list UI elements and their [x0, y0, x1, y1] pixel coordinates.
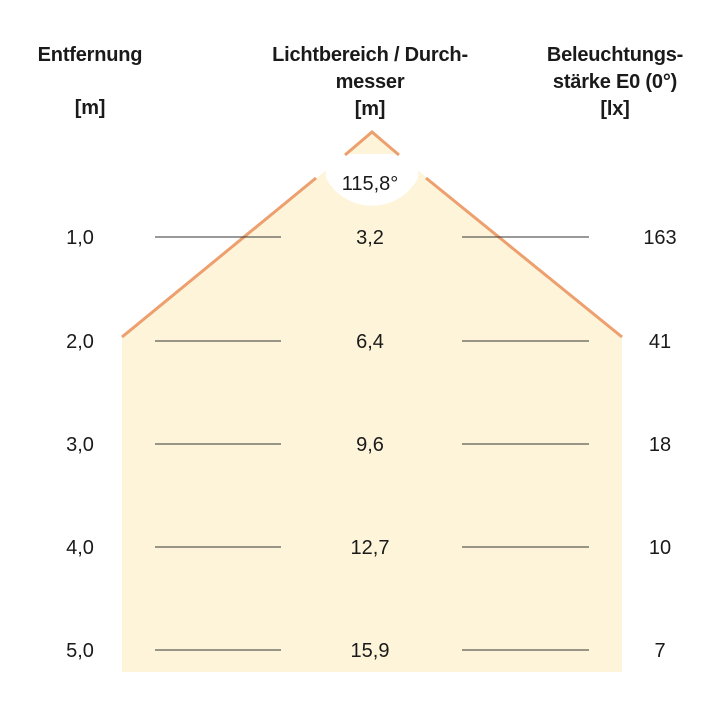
illuminance-header-title-cont: stärke E0 (0°) [552, 71, 678, 93]
beam-edge-left [121, 176, 317, 339]
diameter-header-title-cont: messer [335, 71, 405, 93]
row-3-distance: 3,0 [66, 434, 94, 456]
row-3-diameter: 9,6 [356, 434, 384, 456]
illuminance-header-unit: [lx] [600, 98, 630, 120]
beam-apex [344, 130, 400, 157]
diameter-header: Lichtbereich / Durch- messer [m] [240, 42, 500, 123]
diameter-header-unit: [m] [354, 98, 386, 120]
row-1-diameter: 3,2 [356, 227, 384, 249]
distance-header-title: Entfernung [37, 44, 143, 66]
row-4-illuminance: 10 [648, 537, 672, 559]
beam-edge-right [425, 176, 623, 339]
diameter-header-title: Lichtbereich / Durch- [272, 44, 468, 66]
row-2-distance: 2,0 [66, 331, 94, 353]
row-2-illuminance: 41 [648, 331, 672, 353]
row-5-distance: 5,0 [66, 640, 94, 662]
distance-header-unit: [m] [74, 97, 106, 119]
row-1-illuminance: 163 [643, 227, 677, 249]
light-beam-area [122, 133, 622, 672]
illuminance-header-title: Beleuchtungs- [546, 44, 684, 66]
row-1-distance: 1,0 [66, 227, 94, 249]
row-rules [155, 236, 589, 651]
row-3-illuminance: 18 [648, 434, 672, 456]
row-5-illuminance: 7 [654, 640, 666, 662]
row-2-diameter: 6,4 [356, 331, 384, 353]
distance-header: Entfernung [m] [10, 42, 170, 122]
row-4-diameter: 12,7 [350, 537, 390, 559]
row-4-distance: 4,0 [66, 537, 94, 559]
beam-angle-label: 115,8° [341, 173, 399, 195]
illuminance-header: Beleuchtungs- stärke E0 (0°) [lx] [510, 42, 720, 123]
angle-arc-background [326, 154, 418, 206]
row-5-diameter: 15,9 [350, 640, 390, 662]
